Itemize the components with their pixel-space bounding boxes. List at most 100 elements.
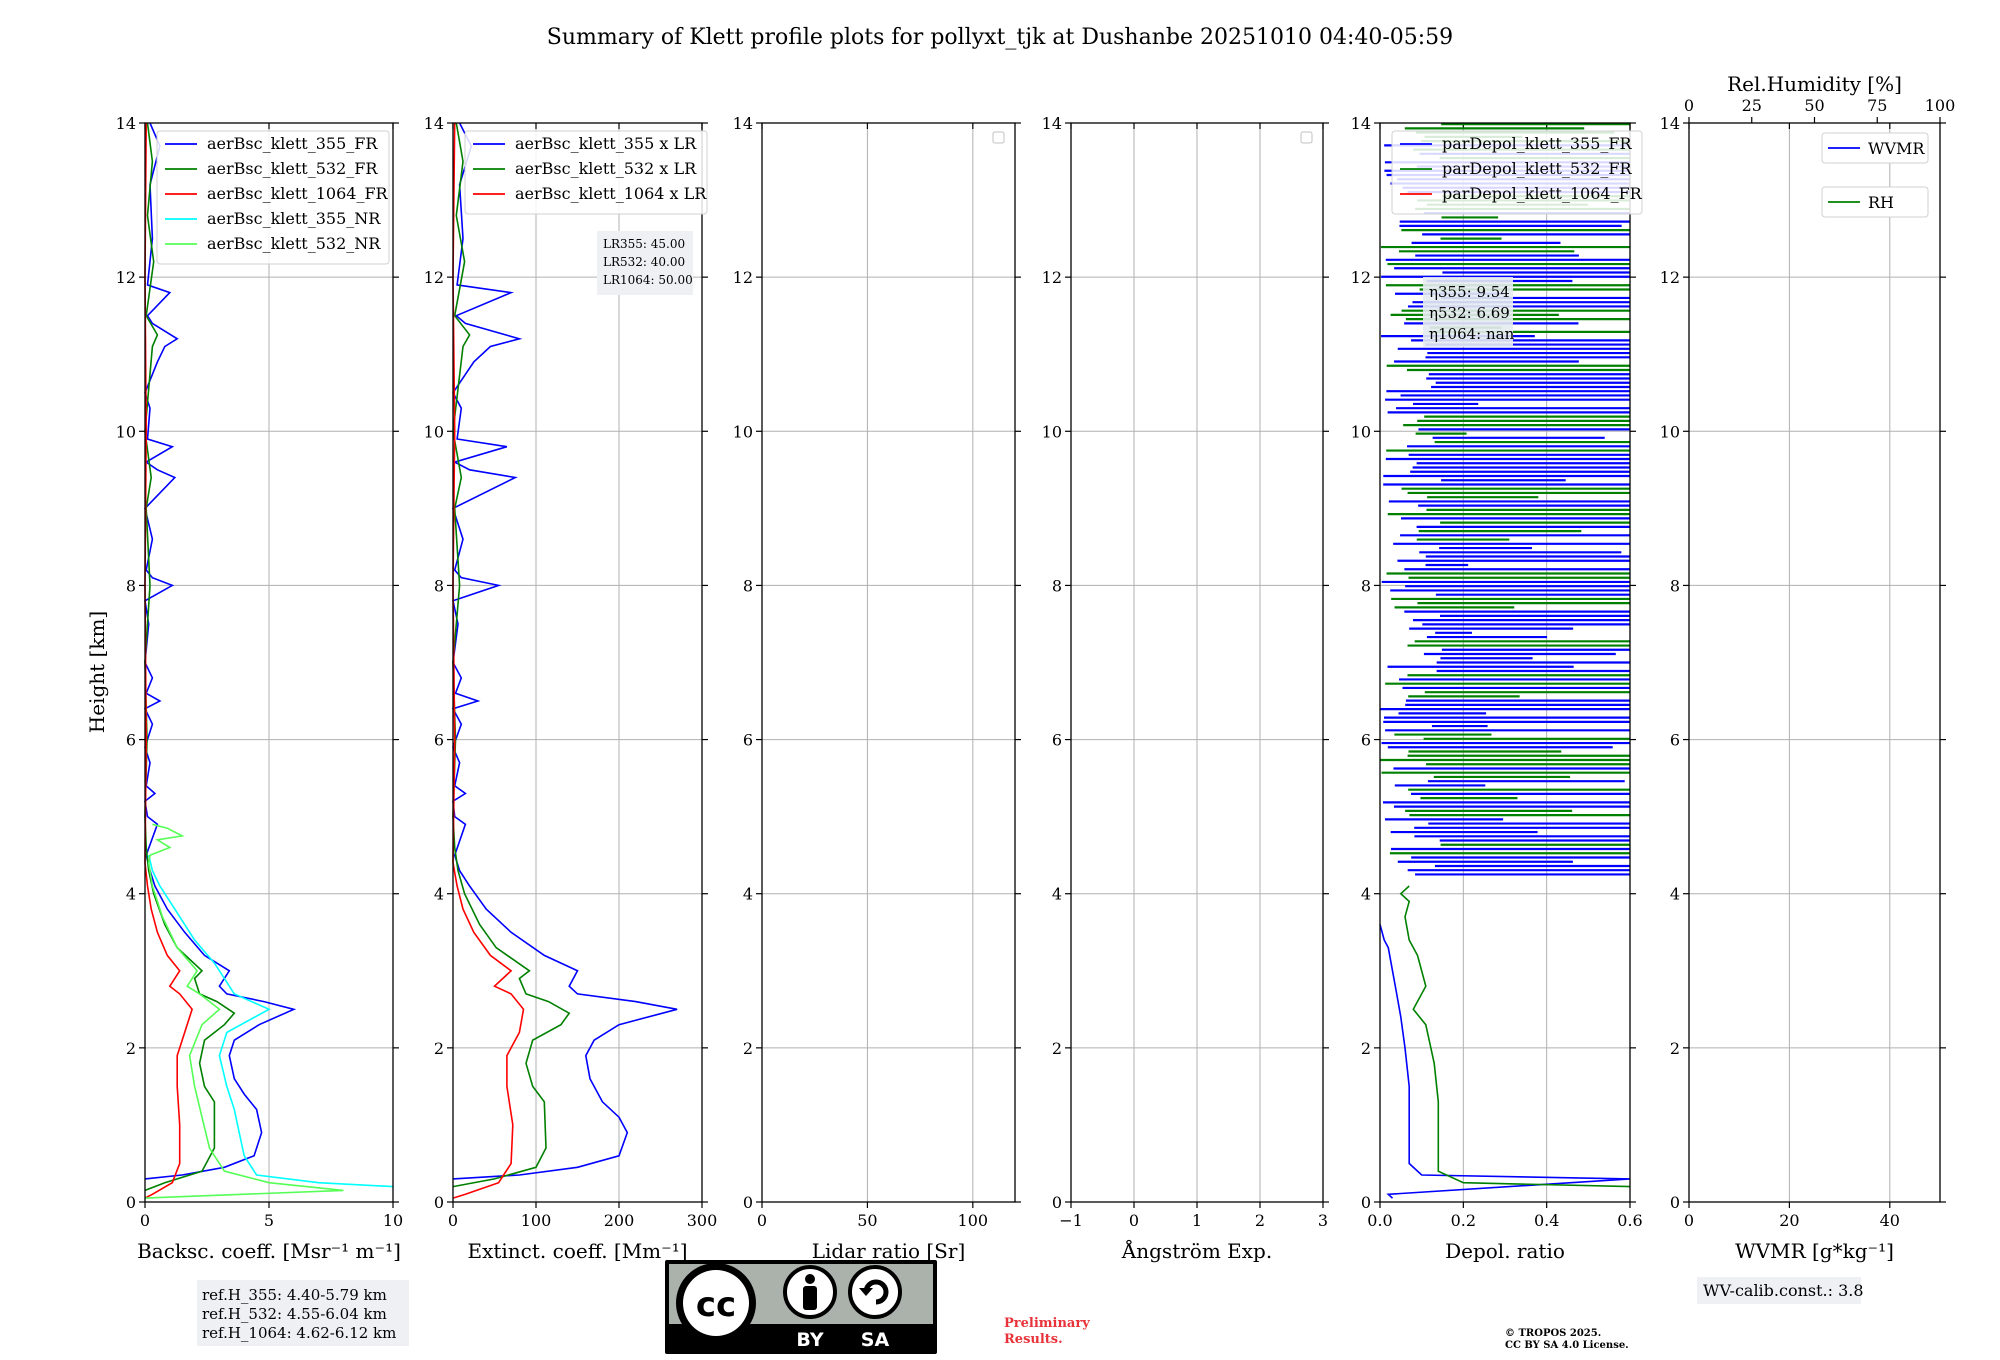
series-line-parDepol_klett_532_FR [1399, 885, 1631, 1188]
legend-entry: WVMR [1868, 139, 1925, 158]
series-line-aerBsc_klett_532 x LR [452, 122, 571, 1188]
y-tick-label: 2 [126, 1039, 136, 1058]
copyright-line-1: © TROPOS 2025. [1505, 1328, 1601, 1339]
y-tick-label: 6 [434, 731, 444, 750]
y-tick-label: 0 [126, 1193, 136, 1212]
preliminary-line-2: Results. [1004, 1332, 1063, 1347]
x-axis-label: Extinct. coeff. [Mm⁻¹] [467, 1239, 687, 1263]
empty-legend-box [992, 131, 1005, 144]
eta-355: η355: 9.54 [1429, 283, 1510, 301]
x-tick-label: 50 [857, 1211, 877, 1230]
series-line-parDepol_klett_355_FR [1379, 924, 1631, 1199]
y-tick-label: 0 [1670, 1193, 1680, 1212]
legend-entry: aerBsc_klett_355_NR [207, 209, 381, 228]
x-tick-label: 0 [1129, 1211, 1139, 1230]
lr-1064: LR1064: 50.00 [603, 273, 693, 287]
y-tick-label: 10 [116, 422, 136, 441]
y-tick-label: 4 [126, 885, 136, 904]
series-line-aerBsc_klett_355_NR [147, 855, 394, 1188]
series-line-aerBsc_klett_1064_FR [144, 122, 193, 1199]
lr-355: LR355: 45.00 [603, 237, 685, 251]
legend-frame [1821, 132, 1929, 164]
preliminary-note: Preliminary Results. [1004, 1316, 1090, 1347]
y-tick-label: 4 [1670, 885, 1680, 904]
panel-wv: 0 20 40 0 2 4 6 8 10 12 14 WVMR [g*kg⁻¹] 0 25 50 75 100 R… [1660, 72, 1956, 1263]
panel-bsc: 0 5 10 0 2 4 6 8 10 12 14 Backsc. coeff. [Msr⁻¹ m⁻¹… [116, 114, 404, 1263]
y-tick-label: 0 [1052, 1193, 1062, 1212]
copyright-note: © TROPOS 2025. CC BY SA 4.0 License. [1505, 1328, 1629, 1351]
y-tick-label: 14 [1042, 114, 1062, 133]
by-text: BY [796, 1329, 823, 1351]
series-line-aerBsc_klett_532_NR [144, 823, 344, 1199]
lidar-ratio-annotation: LR355: 45.00 LR532: 40.00 LR1064: 50.00 [597, 231, 693, 295]
legend-frame [1821, 186, 1929, 218]
y-tick-label: 2 [434, 1039, 444, 1058]
legend-entry: aerBsc_klett_532_NR [207, 234, 381, 253]
panel-depol: 0.0 0.2 0.4 0.6 0 2 4 6 8 10 12 14 Depol. ratio parDe… [1351, 114, 1643, 1263]
y-tick-label: 6 [743, 731, 753, 750]
empty-legend-box [1300, 131, 1313, 144]
y-tick-label: 0 [1361, 1193, 1371, 1212]
y-tick-label: 8 [1361, 576, 1371, 595]
x-axis-label: WVMR [g*kg⁻¹] [1735, 1239, 1894, 1263]
x-tick-label: 2 [1255, 1211, 1265, 1230]
x-tick-label: 0.6 [1617, 1211, 1642, 1230]
eta-1064: η1064: nan [1429, 325, 1515, 343]
legend-depol: parDepol_klett_355_FR parDepol_klett_532_… [1391, 130, 1643, 215]
x-tick-label: 0 [140, 1211, 150, 1230]
figure-title: Summary of Klett profile plots for polly… [547, 25, 1453, 50]
legend-frame [464, 130, 708, 215]
lr-532: LR532: 40.00 [603, 255, 685, 269]
top-x-axis-label: Rel.Humidity [%] [1727, 72, 1902, 96]
y-tick-label: 14 [424, 114, 444, 133]
panel-ext: 0 100 200 300 0 2 4 6 8 10 12 14 Extinct. coeff. [Mm… [424, 114, 718, 1263]
x-axis-label: Backsc. coeff. [Msr⁻¹ m⁻¹] [137, 1239, 401, 1263]
series-line-aerBsc_klett_355 x LR [451, 122, 678, 1180]
series-line-aerBsc_klett_355_FR [143, 122, 297, 1180]
y-tick-label: 12 [1351, 268, 1371, 287]
legend-entry: aerBsc_klett_1064_FR [207, 184, 389, 203]
y-tick-label: 8 [434, 576, 444, 595]
y-tick-label: 8 [1670, 576, 1680, 595]
y-tick-label: 14 [1660, 114, 1680, 133]
panel-lr: 0 50 100 0 2 4 6 8 10 12 14 Lidar ratio [Sr] [733, 114, 1021, 1263]
ref-h-355: ref.H_355: 4.40-5.79 km [202, 1286, 387, 1304]
y-tick-label: 12 [1660, 268, 1680, 287]
legend-ext: aerBsc_klett_355 x LR aerBsc_klett_532 x … [464, 130, 708, 215]
y-tick-label: 12 [1042, 268, 1062, 287]
series-line-aerBsc_klett_1064 x LR [452, 122, 525, 1199]
y-tick-label: 2 [1361, 1039, 1371, 1058]
y-tick-label: 14 [116, 114, 136, 133]
x-tick-label: 100 [521, 1211, 552, 1230]
preliminary-line-1: Preliminary [1004, 1316, 1090, 1331]
legend-entry: parDepol_klett_1064_FR [1442, 184, 1643, 203]
x-tick-label: 0.4 [1534, 1211, 1559, 1230]
top-x-tick-label: 100 [1925, 96, 1956, 115]
cc-by-sa-license-badge: cc BY SA [665, 1260, 937, 1354]
eta-532: η532: 6.69 [1429, 304, 1510, 322]
y-tick-label: 4 [1361, 885, 1371, 904]
y-tick-label: 6 [126, 731, 136, 750]
x-axis-label: Lidar ratio [Sr] [812, 1239, 966, 1263]
x-axis-label: Ångström Exp. [1121, 1238, 1272, 1263]
axes-frame [1070, 122, 1324, 1203]
y-tick-label: 6 [1052, 731, 1062, 750]
wv-calib-annotation: WV-calib.const.: 3.8 [1697, 1277, 1864, 1304]
y-tick-label: 4 [743, 885, 753, 904]
x-tick-label: 100 [958, 1211, 989, 1230]
legend-wv: WVMR RH [1821, 132, 1929, 218]
sa-text: SA [861, 1329, 890, 1351]
legend-bsc: aerBsc_klett_355_FR aerBsc_klett_532_FRae… [156, 130, 390, 265]
y-tick-label: 14 [733, 114, 753, 133]
legend-frame [156, 130, 390, 265]
x-tick-label: −1 [1059, 1211, 1083, 1230]
legend-entry: aerBsc_klett_532_FR [207, 159, 378, 178]
legend-entry: RH [1868, 193, 1894, 212]
series-line-aerBsc_klett_532_FR [144, 122, 236, 1192]
y-tick-label: 14 [1351, 114, 1371, 133]
y-tick-label: 8 [126, 576, 136, 595]
y-tick-label: 0 [743, 1193, 753, 1212]
x-tick-label: 300 [687, 1211, 718, 1230]
y-tick-label: 6 [1670, 731, 1680, 750]
